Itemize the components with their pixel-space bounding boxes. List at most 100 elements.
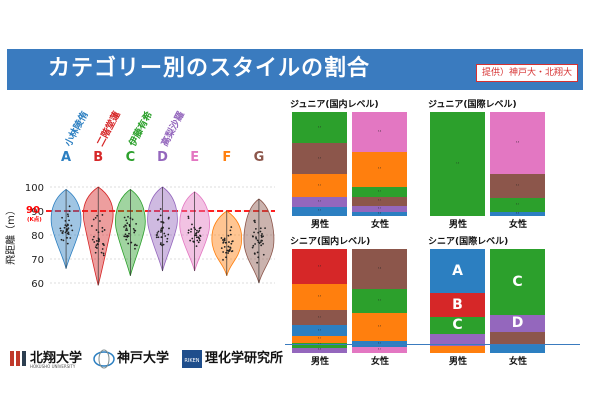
- data-point-B: [95, 239, 98, 242]
- segment-letter: C: [452, 317, 463, 334]
- data-point-C: [126, 234, 129, 237]
- bar-label: 女性: [370, 357, 389, 367]
- data-point-D: [161, 244, 163, 247]
- data-point-G: [256, 239, 259, 242]
- data-point-A: [64, 231, 67, 234]
- data-point-C: [133, 244, 136, 247]
- bar-segment-F: 0.2: [292, 174, 347, 198]
- data-point-C: [128, 225, 131, 228]
- data-point-A: [59, 227, 62, 230]
- bar-segment-F: 0.3: [352, 151, 407, 187]
- data-point-D: [156, 234, 159, 236]
- bar-segment-G: 0.1: [292, 310, 347, 325]
- category-label-F: F: [222, 150, 231, 165]
- data-point-F: [229, 247, 232, 249]
- data-point-G: [257, 231, 260, 234]
- data-point-B: [101, 214, 104, 216]
- data-point-E: [194, 228, 197, 231]
- data-point-C: [127, 215, 129, 218]
- data-point-A: [66, 242, 69, 245]
- data-point-D: [160, 227, 163, 230]
- data-point-A: [68, 219, 70, 222]
- segment-value: 0.3: [377, 167, 382, 170]
- data-point-C: [134, 247, 136, 250]
- y-tick-label: 70: [31, 255, 44, 266]
- data-point-G: [257, 256, 260, 259]
- data-point-G: [252, 244, 255, 247]
- data-point-B: [93, 235, 95, 238]
- bar-segment-E: 0.4: [352, 112, 407, 152]
- data-point-F: [223, 237, 226, 240]
- data-point-E: [196, 239, 199, 242]
- segment-value: 0.2: [317, 184, 322, 187]
- data-point-C: [130, 241, 133, 244]
- hokusho-logo-text: 北翔大学: [30, 351, 83, 366]
- data-point-F: [229, 233, 232, 236]
- data-point-B: [96, 214, 99, 217]
- data-point-C: [123, 235, 126, 238]
- data-point-G: [261, 239, 263, 242]
- data-point-F: [230, 242, 233, 245]
- segment-value: 0.1: [377, 190, 382, 193]
- data-point-A: [61, 216, 63, 219]
- data-point-F: [229, 229, 232, 232]
- segment-value: 0.1: [377, 348, 382, 351]
- data-point-G: [259, 241, 262, 244]
- bar-segment-C: 0.2: [352, 288, 407, 314]
- data-point-C: [126, 229, 129, 232]
- data-point-C: [124, 233, 127, 236]
- data-point-A: [70, 224, 73, 227]
- segment-value: 0.3: [317, 126, 322, 129]
- data-point-F: [225, 256, 227, 259]
- data-point-C: [124, 224, 127, 227]
- bar-segment-D: 0.0: [292, 347, 347, 353]
- data-point-E: [199, 239, 201, 242]
- segment-value: 0.6: [515, 141, 520, 144]
- bar-segment-A: 0.0: [490, 211, 545, 216]
- data-point-G: [264, 227, 266, 230]
- data-point-D: [162, 243, 165, 246]
- data-point-D: [160, 236, 163, 239]
- segment-value: 0.1: [377, 199, 382, 202]
- data-point-B: [97, 243, 99, 246]
- bar-segment-C: 0.3: [292, 112, 347, 144]
- bar-segment-A: [490, 344, 545, 353]
- reference-sublabel: (K点): [27, 215, 42, 223]
- segment-value: 0.1: [317, 337, 322, 340]
- data-point-E: [199, 226, 202, 229]
- data-point-E: [197, 241, 200, 244]
- segment-value: 0.4: [377, 267, 382, 270]
- data-point-C: [124, 235, 127, 238]
- data-point-F: [223, 239, 226, 242]
- data-point-D: [157, 230, 160, 233]
- category-label-C: C: [126, 150, 136, 165]
- riken-logo-text: 理化学研究所: [205, 351, 284, 366]
- data-point-C: [125, 227, 128, 230]
- data-point-C: [132, 228, 135, 230]
- data-point-B: [97, 231, 100, 234]
- data-point-C: [127, 242, 130, 245]
- segment-value: 0.1: [515, 203, 520, 206]
- data-point-A: [68, 205, 71, 208]
- bar-segment-F: [430, 345, 485, 353]
- violin-chart: 60 70 80 90 100 飛距離（m） A B C D E F G 小林陵侑 二階堂蓮 伊藤有希 高梨沙羅…: [4, 109, 275, 290]
- data-point-A: [64, 219, 67, 222]
- data-point-A: [62, 239, 65, 242]
- panel-title: シニア(国際レベル): [428, 237, 509, 247]
- bar-segment-G: 0.3: [292, 143, 347, 175]
- data-point-F: [230, 250, 233, 253]
- panel-title: ジュニア(国内レベル): [290, 100, 379, 110]
- data-point-E: [193, 226, 196, 229]
- data-point-C: [128, 232, 130, 235]
- data-point-E: [199, 235, 202, 237]
- data-point-D: [167, 216, 170, 219]
- segment-letter: D: [511, 315, 524, 332]
- data-point-D: [157, 236, 160, 239]
- segment-value: 0.1: [377, 207, 382, 210]
- segment-value: 0.1: [317, 200, 322, 203]
- y-tick-label: 60: [31, 279, 44, 290]
- segment-value: 0.3: [377, 325, 382, 328]
- data-point-F: [222, 258, 224, 261]
- data-point-G: [262, 253, 265, 256]
- data-point-A: [65, 225, 68, 227]
